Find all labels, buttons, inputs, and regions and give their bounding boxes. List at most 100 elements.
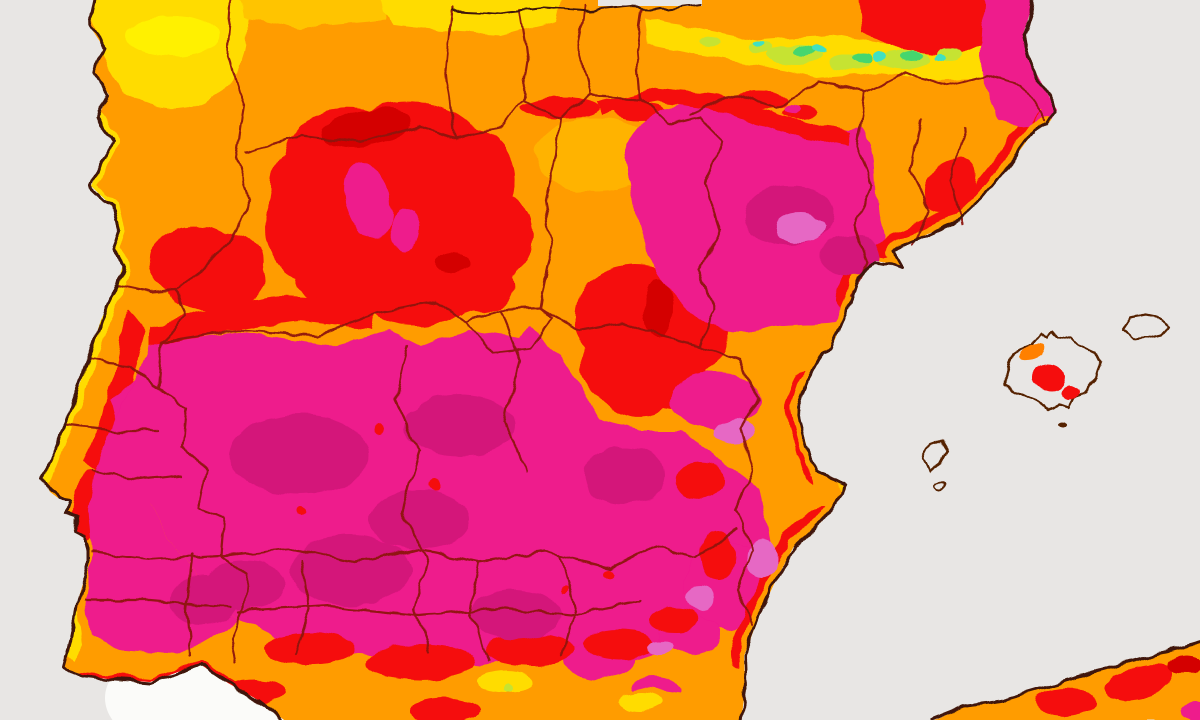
pyrenees-green-1 [793,47,817,57]
topright-red-mass [858,0,1006,58]
douro-red-band [150,296,375,345]
menorca-island [1120,313,1172,342]
boundary-clm-aragon [538,306,702,347]
boundary-soria-vertical [538,116,562,310]
south-red-blob-2 [365,644,475,680]
sierra-nevada-lime-dot [503,683,513,693]
boundary-range-east [453,93,642,140]
boundary-aragon-west [698,138,724,347]
south-red-blob-5 [650,608,700,632]
almeria-yellow [618,693,662,711]
pyrenees-teal-4 [753,41,763,47]
southwest-magenta-westlobe [85,345,240,655]
boundary-galicia-east [176,0,252,290]
balearic-islands [921,313,1172,491]
boundary-navarra [638,96,724,142]
boundary-catalonia-2 [948,128,967,227]
sierra-nevada-yellow [477,671,533,693]
light-purple-core-4 [775,213,825,243]
boundary-portugal-d1 [86,358,160,390]
red-speck-2 [428,479,440,491]
boundary-cantabrian-range [244,125,457,154]
sse-inland-red-1 [675,462,725,498]
coastline-north-sliver [451,4,701,14]
light-purple-core-2 [746,538,778,578]
mallorca-island [1003,331,1102,412]
africa-magenta-corner [1181,702,1200,720]
dark-red-patch-2 [644,278,672,338]
ebro-north-red-rim [598,88,852,146]
red-speck-4 [560,585,568,593]
pyrenees-teal-3 [934,55,946,61]
boundary-sistema-central [160,300,542,344]
boundary-portugal-d4 [90,551,223,562]
boundary-aragon-catalonia [848,90,874,298]
pyrenees-lime-6 [700,37,720,47]
red-speck-3 [298,508,306,516]
pyrenees-teal-2 [872,51,888,59]
boundary-catalonia-1 [908,118,932,247]
dark-magenta-6 [170,575,240,625]
africa-dark-red [1167,655,1200,675]
boundary-algarve [184,553,194,657]
coastline [41,0,1059,720]
formentera-island [933,481,947,491]
coastline-west [41,0,286,720]
province-boundaries [63,0,1048,664]
boundary-portugal-d2 [63,423,160,432]
pyrenees-green-3 [900,52,924,62]
red-speck-5 [603,569,613,579]
galicia-bright-core [126,16,218,56]
dark-magenta-ebro-2 [820,235,880,275]
africa-coastline [928,640,1200,720]
rioja-light-orange [535,117,655,193]
dark-magenta-7 [585,447,665,503]
boundary-asturias-cantabria [444,6,457,140]
ibiza-island [921,438,949,473]
south-red-blob-4 [585,631,655,659]
africa-red-2 [1105,664,1175,700]
dark-magenta-2 [405,395,515,455]
sse-inland-red-2 [700,530,736,580]
biscay-sea-sliver [598,0,702,6]
boundary-andalusia-lower [238,598,642,617]
boundary-madrid [466,306,554,354]
pyrenees-teal-1 [813,46,827,54]
boundary-andalusia-v2 [468,560,490,662]
meseta-magenta-core-2 [390,206,420,250]
valencia-inland-magenta-1 [670,372,760,428]
pyrenees-green-2 [852,53,872,63]
boundary-andalusia-v3 [558,553,577,657]
cabrera-island [1058,422,1066,428]
iberian-peninsula-landmass [43,0,1057,720]
boundary-valencia-inland [698,343,760,627]
light-purple-core-5 [648,640,672,656]
boundary-portugal-d3 [90,468,184,482]
northwest-dark-red-ridge [323,108,413,148]
cantabrian-red-streak-1 [520,98,600,118]
mallorca-red-core-2 [1060,384,1080,400]
cantabrian-coast-yellow-band [378,0,562,35]
mallorca-tramuntana-ridge [1018,343,1046,361]
costa-red-blob [410,698,480,720]
coastline-east [739,0,1059,720]
north-coast-transition-band [240,0,392,28]
dark-magenta-3 [290,535,410,605]
light-purple-core-1 [715,420,755,444]
dark-magenta-4 [470,590,560,640]
boundary-france-pyrenees [688,70,1048,122]
meseta-magenta-core-1 [344,160,392,240]
boundary-portugal-d5 [83,598,233,609]
boundary-basque-2 [634,6,644,100]
temperature-zones [43,0,1057,720]
boundary-portugal-spain [116,282,250,664]
boundary-extremadura-clm [394,343,432,654]
portugal-inland-red-band [84,310,146,470]
africa-red-1 [1035,688,1095,716]
north-africa-coast [928,640,1200,720]
boundary-cantabria-basque [518,8,530,102]
mallorca-red-core-1 [1033,365,1065,389]
red-speck-1 [373,423,383,433]
dark-red-patch-1 [434,252,470,272]
